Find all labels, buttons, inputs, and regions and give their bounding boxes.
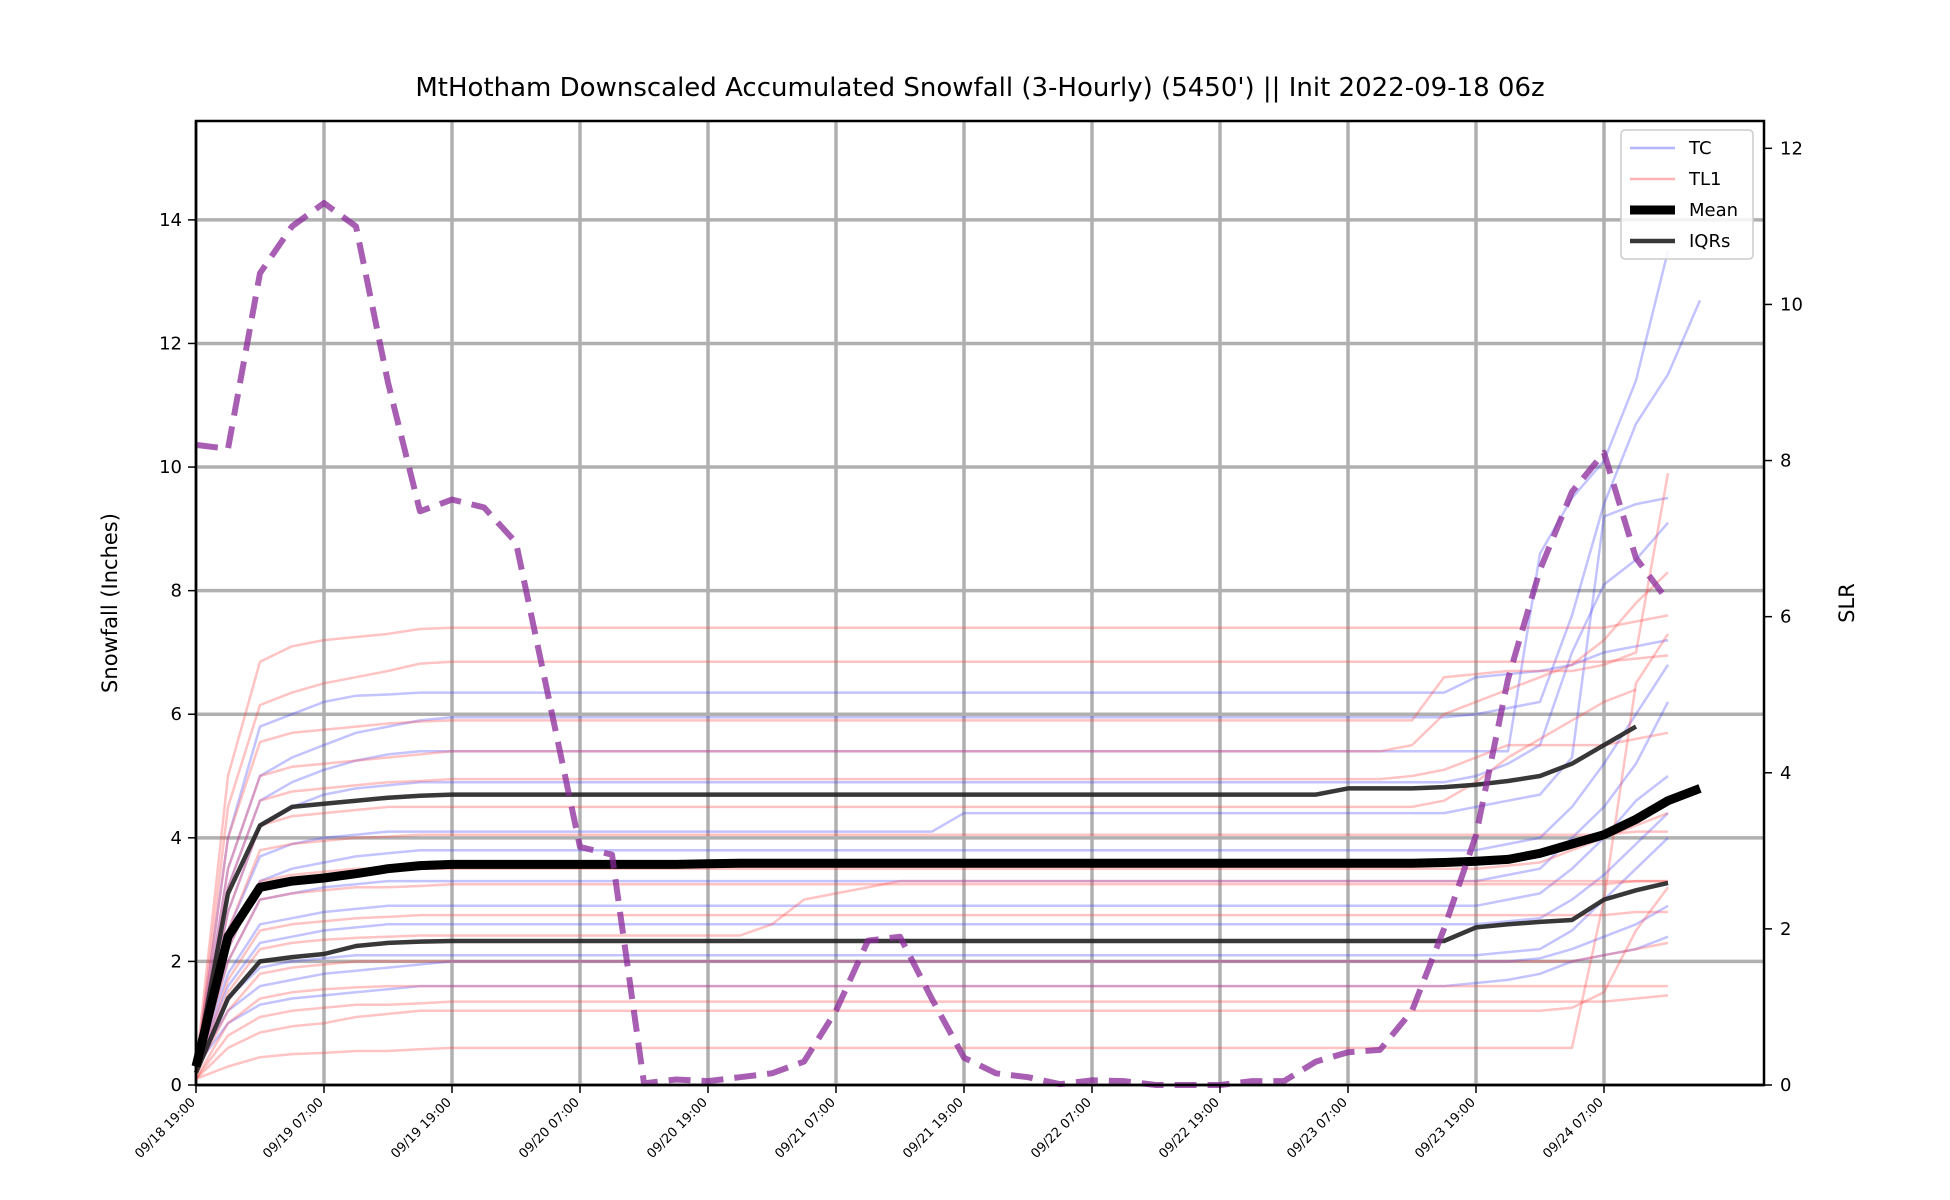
y-axis-left: 0 2 4 6 8 10 12 14 [159,210,196,1096]
y2-tick-label: 8 [1780,451,1791,472]
y2-tick-label: 4 [1780,763,1791,784]
y-tick-label: 0 [171,1075,182,1096]
tc-member-line [194,812,1669,1067]
x-tick-label: 09/20 19:00 [644,1095,711,1162]
y-tick-label: 6 [171,704,182,725]
x-tick-label: 09/19 19:00 [388,1095,455,1162]
tl1-member-line [194,984,1668,1080]
tl1-member-line [194,688,1637,1073]
y-axis-right: 0 2 4 6 8 10 12 [1764,138,1803,1096]
tc-member-line [194,299,1702,1067]
tl1-member-line [194,571,1669,1073]
tc-member-line [194,904,1669,1068]
x-tick-label: 09/20 07:00 [516,1095,583,1162]
x-tick-label: 09/22 07:00 [1028,1095,1095,1162]
y2-tick-label: 12 [1780,138,1803,159]
tc-member-line [194,935,1669,1068]
tc-member-line [194,250,1670,1067]
y-tick-label: 14 [159,210,182,231]
y2-axis-label: SLR [1835,583,1859,623]
y2-tick-label: 6 [1780,607,1791,628]
tc-member-line [194,664,1670,1067]
legend-label-tc: TC [1688,138,1712,159]
x-tick-label: 09/23 07:00 [1284,1095,1351,1162]
legend-label-tl1: TL1 [1688,169,1721,190]
tl1-member-line [194,830,1668,1073]
y-tick-label: 12 [159,333,182,354]
tl1-member-line [194,941,1669,1074]
tc-member-line [194,701,1670,1067]
x-tick-label: 09/21 07:00 [772,1095,839,1162]
x-tick-label: 09/23 19:00 [1412,1095,1479,1162]
mean-line [191,784,1702,1068]
x-tick-label: 09/19 07:00 [260,1095,327,1162]
tl1-member-line [194,994,1669,1080]
mean-line-path [191,784,1702,1068]
x-tick-label: 09/18 19:00 [132,1095,199,1162]
legend-label-mean: Mean [1689,200,1738,221]
y2-tick-label: 2 [1780,919,1791,940]
iqr-lines [193,724,1669,1074]
x-axis: 09/18 19:00 09/19 07:00 09/19 19:00 09/20 0… [132,1085,1607,1162]
y-tick-label: 4 [171,828,182,849]
tc-member-line [194,775,1669,1067]
y2-tick-label: 10 [1780,294,1803,315]
iqr-line [193,880,1669,1074]
tc-member-line [194,836,1669,1068]
x-tick-label: 09/24 07:00 [1540,1095,1607,1162]
tl1-member-line [194,614,1669,1067]
legend-label-iqrs: IQRs [1689,231,1730,252]
legend-box [1620,129,1754,260]
y-axis-label: Snowfall (Inches) [98,513,122,693]
tc-member-line [194,638,1669,1067]
slr-dashed-line [195,200,1671,1088]
tl1-member-line [194,654,1669,1073]
y-tick-label: 10 [159,457,182,478]
slr-line [195,200,1671,1088]
y-tick-label: 2 [171,951,182,972]
x-tick-label: 09/21 19:00 [900,1095,967,1162]
y2-tick-label: 0 [1780,1075,1791,1096]
tl1-member-line [195,633,1670,1080]
chart-title: MtHotham Downscaled Accumulated Snowfall… [415,73,1544,103]
x-tick-label: 09/22 19:00 [1156,1095,1223,1162]
plot-frame [194,119,1766,1087]
y-tick-label: 8 [171,581,182,602]
ensemble-members [194,250,1702,1080]
tl1-member-line [194,879,1668,1074]
legend: TC TL1 Mean IQRs [1620,129,1754,260]
tc-member-line [194,496,1669,1067]
tl1-member-line [194,910,1668,1074]
iqr-line [193,724,1638,1067]
tl1-member-line [194,472,1670,1073]
grid [194,121,1764,1087]
tl1-member-line [194,879,1668,1073]
tl1-member-line [195,886,1670,1080]
tc-member-line [194,521,1669,1067]
tl1-member-line [194,731,1669,1073]
